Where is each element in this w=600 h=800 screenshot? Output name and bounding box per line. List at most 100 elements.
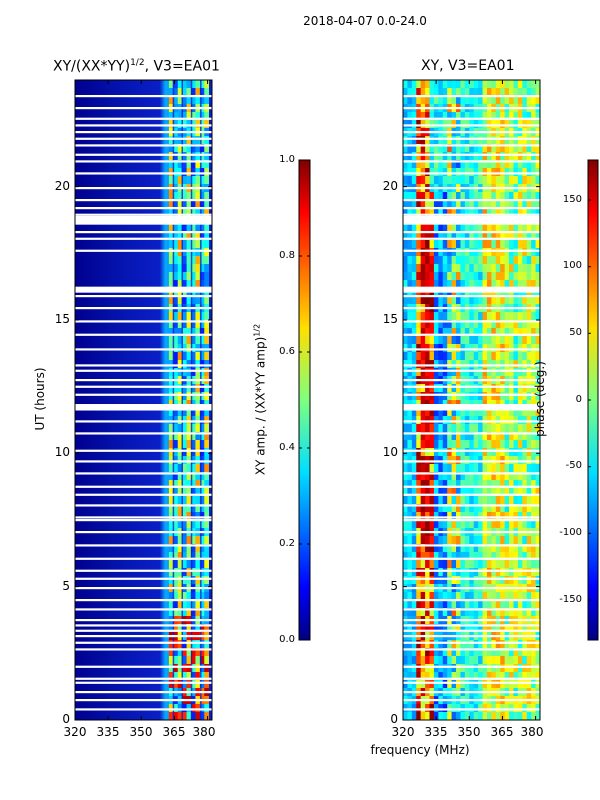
left-heatmap-cell	[204, 384, 209, 393]
right-heatmap-cell	[522, 552, 528, 561]
right-ytick-0: 0	[390, 712, 398, 726]
right-heatmap-cell	[473, 568, 479, 577]
right-heatmap-cell	[416, 200, 421, 209]
right-heatmap-cell	[517, 624, 523, 633]
right-heatmap-cell	[456, 344, 461, 353]
right-heatmap-cell	[522, 120, 528, 129]
left-heatmap-cell	[182, 608, 187, 617]
right-heatmap-cell	[535, 176, 541, 185]
right-heatmap-cell	[407, 664, 413, 673]
right-heatmap-cell	[420, 592, 426, 601]
left-heatmap-cell	[191, 136, 196, 145]
right-heatmap-cell	[478, 352, 483, 361]
right-heatmap-cell	[451, 608, 457, 617]
right-heatmap-cell	[442, 328, 448, 337]
left-heatmap-cell	[204, 432, 209, 441]
data-gap-line	[403, 691, 540, 694]
left-heatmap-cell	[195, 328, 201, 337]
right-heatmap-cell	[473, 168, 479, 177]
right-heatmap-cell	[407, 296, 413, 305]
right-heatmap-cell	[509, 472, 514, 481]
right-heatmap-cell	[486, 208, 492, 217]
right-heatmap-cell	[438, 544, 444, 553]
right-heatmap-cell	[495, 176, 501, 185]
right-heatmap-cell	[504, 224, 510, 233]
left-heatmap-cell	[173, 496, 179, 505]
right-heatmap-cell	[469, 120, 475, 129]
right-heatmap-cell	[522, 264, 528, 273]
right-heatmap-cell	[442, 88, 448, 97]
right-xtick-380: 380	[520, 725, 544, 739]
right-heatmap-cell	[403, 560, 408, 569]
data-gap-line	[403, 432, 540, 435]
right-heatmap-cell	[513, 464, 519, 473]
right-heatmap-cell	[491, 272, 497, 281]
left-heatmap-cell	[168, 416, 174, 425]
right-heatmap-cell	[526, 496, 532, 505]
right-heatmap-cell	[433, 704, 439, 713]
right-heatmap-cell	[513, 208, 519, 217]
right-heatmap-cell	[495, 672, 501, 681]
right-heatmap-cell	[411, 168, 417, 177]
right-heatmap-cell	[478, 232, 483, 241]
right-heatmap-cell	[416, 456, 421, 465]
right-heatmap-cell	[509, 432, 514, 441]
left-heatmap-cell	[182, 160, 187, 169]
left-heatmap-cell	[173, 416, 179, 425]
left-heatmap-cell	[182, 712, 187, 721]
right-heatmap-cell	[403, 296, 408, 305]
right-heatmap-cell	[526, 712, 532, 721]
right-heatmap-cell	[482, 664, 488, 673]
right-heatmap-cell	[486, 512, 492, 521]
right-heatmap-cell	[482, 152, 488, 161]
right-heatmap-cell	[464, 608, 470, 617]
right-heatmap-cell	[411, 680, 417, 689]
left-heatmap-cell	[204, 488, 209, 497]
right-heatmap-cell	[451, 544, 457, 553]
right-heatmap-cell	[433, 256, 439, 265]
right-heatmap-cell	[509, 296, 514, 305]
right-heatmap-cell	[517, 344, 523, 353]
right-heatmap-cell	[451, 328, 457, 337]
right-heatmap-cell	[486, 176, 492, 185]
right-heatmap-cell	[517, 576, 523, 585]
right-heatmap-cell	[531, 352, 536, 361]
right-heatmap-cell	[526, 608, 532, 617]
left-heatmap-cell	[191, 592, 196, 601]
right-heatmap-cell	[486, 648, 492, 657]
right-heatmap-cell	[416, 664, 421, 673]
right-heatmap-cell	[526, 120, 532, 129]
right-heatmap-cell	[429, 112, 435, 121]
left-heatmap-cell	[177, 296, 183, 305]
left-heatmap-cell	[191, 552, 196, 561]
right-heatmap-cell	[495, 640, 501, 649]
right-heatmap-cell	[451, 160, 457, 169]
right-heatmap-cell	[469, 600, 475, 609]
right-heatmap-cell	[420, 272, 426, 281]
right-heatmap-cell	[504, 152, 510, 161]
right-heatmap-cell	[531, 560, 536, 569]
left-heatmap-cell	[186, 640, 192, 649]
right-heatmap-cell	[526, 88, 532, 97]
right-heatmap-cell	[433, 520, 439, 529]
left-heatmap-cell	[204, 200, 209, 209]
right-heatmap-cell	[522, 672, 528, 681]
right-heatmap-cell	[504, 80, 510, 89]
right-heatmap-cell	[447, 472, 452, 481]
right-heatmap-cell	[473, 392, 479, 401]
left-heatmap-cell	[199, 264, 205, 273]
right-heatmap-cell	[517, 232, 523, 241]
right-heatmap-cell	[509, 464, 514, 473]
left-heatmap-cell	[195, 536, 201, 545]
right-heatmap-cell	[509, 144, 514, 153]
right-heatmap-cell	[442, 600, 448, 609]
right-heatmap-cell	[442, 520, 448, 529]
right-heatmap-cell	[504, 656, 510, 665]
right-heatmap-cell	[425, 568, 430, 577]
left-heatmap-cell	[173, 432, 179, 441]
left-heatmap-cell	[173, 608, 179, 617]
right-heatmap-cell	[486, 448, 492, 457]
right-heatmap-cell	[500, 664, 505, 673]
left-heatmap-cell	[204, 88, 209, 97]
left-heatmap-cell	[168, 280, 174, 289]
